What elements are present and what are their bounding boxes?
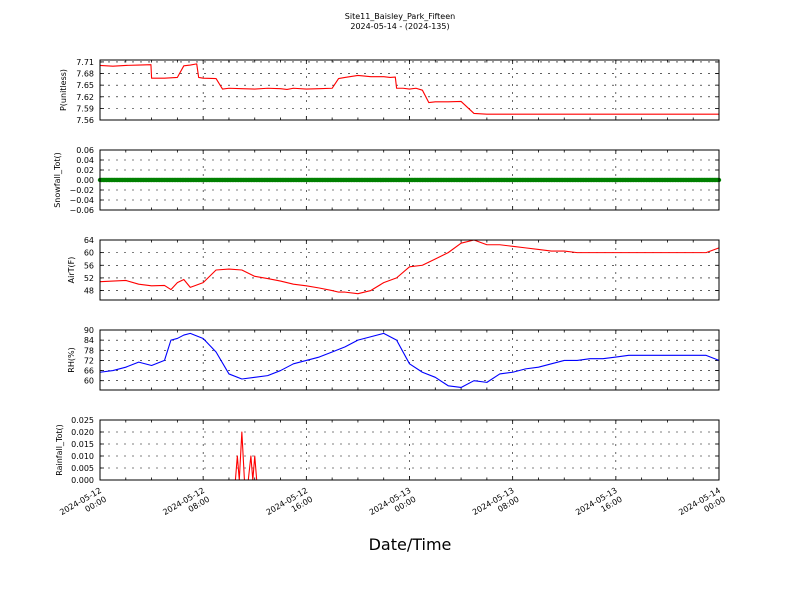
y-tick-label: 0.025 — [71, 416, 94, 425]
y-tick-label: 7.62 — [76, 93, 94, 102]
figure-title: Site11_Baisley_Park_Fifteen — [345, 12, 455, 21]
y-tick-label: 0.010 — [71, 452, 94, 461]
y-tick-label: 0.02 — [76, 166, 94, 175]
panel-3: 48 52 56 60 64 AirT(F) — [67, 236, 720, 301]
y-tick-label: −0.04 — [69, 196, 94, 205]
y-tick-label: 0.04 — [76, 156, 94, 165]
y-tick-label: 48 — [84, 287, 94, 296]
plot-frame — [99, 329, 720, 391]
series-line — [99, 63, 719, 115]
panel-2: −0.06−0.04−0.020.000.020.040.06 Snowfall_… — [53, 146, 722, 215]
figure-subtitle: 2024-05-14 - (2024-135) — [350, 22, 449, 31]
y-tick-label: 0.00 — [76, 176, 94, 185]
panel-5: 0.000 0.005 0.010 0.015 0.020 0.025 Rainfall_T… — [55, 416, 720, 485]
y-tick-label: 60 — [84, 377, 94, 386]
plot-frame — [99, 149, 720, 211]
y-tick-label: 78 — [84, 346, 94, 355]
y-tick-label: 7.56 — [76, 116, 94, 125]
y-axis-label: Snowfall_Tot() — [53, 152, 62, 208]
y-axis-label: Rainfall_Tot() — [55, 424, 64, 476]
y-tick-label: −0.02 — [69, 186, 94, 195]
y-tick-label: 84 — [84, 336, 94, 345]
y-tick-label: 52 — [84, 274, 94, 283]
x-axis-label: Date/Time — [369, 535, 452, 554]
y-tick-label: 72 — [84, 356, 94, 365]
panel-1: 7.56 7.59 7.62 7.65 7.68 7.71 P(unitless) — [59, 58, 720, 125]
y-tick-label: 0.015 — [71, 440, 94, 449]
series-line — [99, 332, 720, 389]
y-axis-label: P(unitless) — [59, 69, 68, 111]
plot-frame — [99, 239, 720, 301]
y-tick-label: 60 — [84, 249, 94, 258]
y-tick-label: 0.005 — [71, 464, 94, 473]
y-axis-label: AirT(F) — [67, 257, 76, 284]
y-tick-label: 64 — [84, 236, 94, 245]
y-tick-label: 7.59 — [76, 104, 94, 113]
y-tick-label: 7.65 — [76, 81, 94, 90]
y-axis-label: RH(%) — [67, 347, 76, 372]
y-tick-label: 56 — [84, 261, 94, 270]
series-points — [97, 177, 722, 183]
y-tick-label: 7.68 — [76, 70, 94, 79]
y-tick-label: 7.71 — [76, 58, 94, 67]
plot-frame — [99, 59, 720, 121]
series-line — [99, 239, 720, 295]
y-tick-label: 0.020 — [71, 428, 94, 437]
y-tick-label: 0.000 — [71, 476, 94, 485]
y-tick-label: 66 — [84, 367, 94, 376]
y-tick-label: 90 — [84, 326, 94, 335]
plot-frame — [99, 419, 720, 481]
y-tick-label: −0.06 — [69, 206, 94, 215]
y-tick-label: 0.06 — [76, 146, 94, 155]
